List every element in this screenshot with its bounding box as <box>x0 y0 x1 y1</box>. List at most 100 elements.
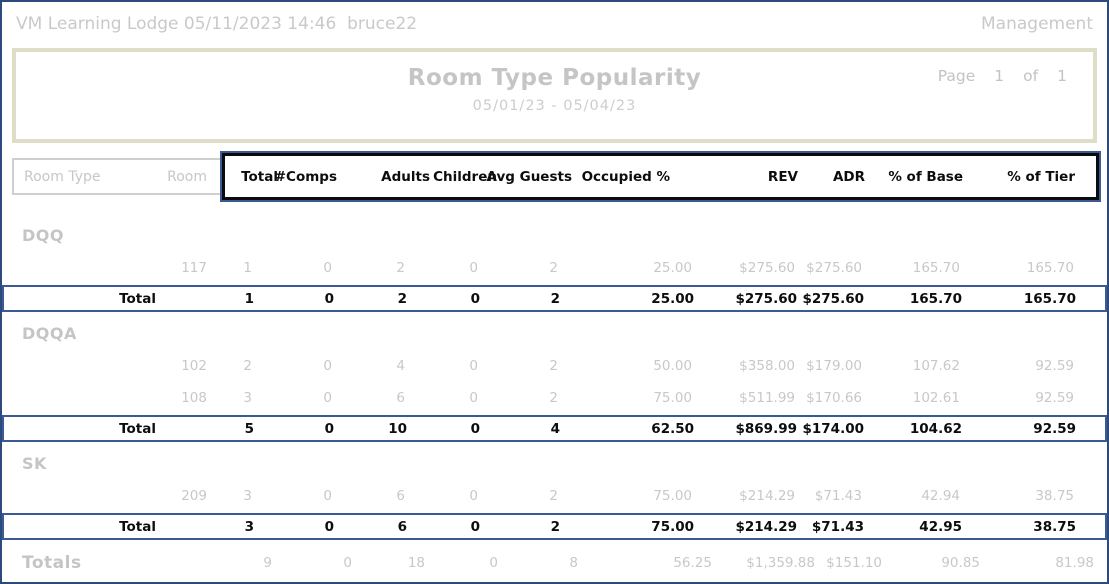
cell-total-value: 0 <box>324 290 334 307</box>
cell-total-value: $275.60 <box>802 290 865 307</box>
cell-grand-total-value: 90.85 <box>941 555 980 571</box>
column-header-occupied-pct: Occupied % <box>581 168 670 185</box>
column-header-comps: #Comps <box>274 168 337 185</box>
cell-total-value: 25.00 <box>651 290 694 307</box>
group-total-row: Total 5 0 10 0 4 62.50 $869.99 $174.00 104.62 92.5… <box>2 415 1107 442</box>
cell-value: 3 <box>243 488 252 504</box>
cell-value: 4 <box>396 358 405 374</box>
column-header-adr: ADR <box>832 168 865 185</box>
cell-value: 2 <box>549 390 558 406</box>
room-detail-row: 108 3 0 6 0 2 75.00 $511.99 $170.66 102.61 92.59 <box>2 386 1107 410</box>
cell-total-value: 75.00 <box>651 518 694 535</box>
cell-room-number: 117 <box>181 260 207 276</box>
property-and-user-info: VM Learning Lodge 05/11/2023 14:46 bruce… <box>16 14 418 34</box>
cell-value: 165.70 <box>1026 260 1074 276</box>
report-title-box: Page 1 of 1 Room Type Popularity 05/01/2… <box>12 48 1097 143</box>
cell-value: 42.94 <box>921 488 960 504</box>
cell-total-value: 0 <box>470 518 480 535</box>
cell-room-number: 102 <box>181 358 207 374</box>
cell-value: 0 <box>469 390 478 406</box>
cell-room-number: 108 <box>181 390 207 406</box>
room-detail-row: 117 1 0 2 0 2 25.00 $275.60 $275.60 165.70 165.70 <box>2 256 1107 280</box>
report-date-range: 05/01/23 - 05/04/23 <box>472 98 637 114</box>
total-label: Total <box>119 420 156 437</box>
page-label: Page <box>937 67 976 85</box>
cell-total-value: 165.70 <box>1023 290 1076 307</box>
cell-value: 107.62 <box>912 358 960 374</box>
cell-total-value: $214.29 <box>735 518 798 535</box>
cell-total-value: 10 <box>388 420 407 437</box>
report-title: Room Type Popularity <box>407 65 702 91</box>
cell-total-value: 2 <box>397 290 407 307</box>
cell-grand-total-value: 56.25 <box>673 555 712 571</box>
cell-value: $170.66 <box>806 390 862 406</box>
page-of-label: of <box>1023 67 1039 85</box>
metrics-header-box: Total #Comps Adults Children Avg Guests … <box>220 151 1101 202</box>
total-label: Total <box>119 518 156 535</box>
page-total: 1 <box>1057 67 1067 85</box>
table-body: DQQ 117 1 0 2 0 2 25.00 $275.60 $275.60 165.70 165.… <box>2 200 1107 582</box>
cell-total-value: 0 <box>470 420 480 437</box>
column-header-room: Room <box>167 168 207 185</box>
room-type-group-label: DQQ <box>2 222 1107 248</box>
cell-value: 2 <box>396 260 405 276</box>
top-header-bar: VM Learning Lodge 05/11/2023 14:46 bruce… <box>2 2 1107 46</box>
group-name: SK <box>22 453 47 473</box>
cell-grand-total-value: 18 <box>407 555 425 571</box>
cell-room-number: 209 <box>181 488 207 504</box>
cell-total-value: 0 <box>324 420 334 437</box>
cell-total-value: 92.59 <box>1033 420 1076 437</box>
cell-value: 3 <box>243 390 252 406</box>
cell-value: $71.43 <box>814 488 862 504</box>
cell-total-value: 2 <box>550 290 560 307</box>
column-header-rev: REV <box>767 168 798 185</box>
cell-total-value: 104.62 <box>909 420 962 437</box>
cell-value: $275.60 <box>806 260 862 276</box>
cell-value: 165.70 <box>912 260 960 276</box>
table-header-row: Room Type Room Total #Comps Adults Child… <box>2 151 1107 202</box>
cell-total-value: $174.00 <box>802 420 865 437</box>
cell-grand-total-value: 81.98 <box>1055 555 1094 571</box>
cell-value: 25.00 <box>653 260 692 276</box>
grand-total-row: Totals 9 0 18 0 8 56.25 $1,359.88 $151.10 90.85 81… <box>2 544 1107 582</box>
cell-value: 0 <box>323 488 332 504</box>
cell-value: 75.00 <box>653 488 692 504</box>
cell-value: 0 <box>469 260 478 276</box>
cell-grand-total-value: $151.10 <box>826 555 882 571</box>
cell-grand-total-value: 8 <box>569 555 578 571</box>
cell-value: 2 <box>549 260 558 276</box>
total-label: Total <box>119 290 156 307</box>
cell-grand-total-value: $1,359.88 <box>746 555 815 571</box>
cell-total-value: 4 <box>550 420 560 437</box>
cell-value: 0 <box>323 390 332 406</box>
room-detail-row: 102 2 0 4 0 2 50.00 $358.00 $179.00 107.62 92.59 <box>2 354 1107 378</box>
cell-total-value: 0 <box>470 290 480 307</box>
cell-value: $358.00 <box>739 358 795 374</box>
cell-value: 2 <box>549 488 558 504</box>
cell-value: 102.61 <box>912 390 960 406</box>
room-detail-row: 209 3 0 6 0 2 75.00 $214.29 $71.43 42.94 38.75 <box>2 484 1107 508</box>
cell-grand-total-value: 0 <box>489 555 498 571</box>
column-header-adults: Adults <box>381 168 430 185</box>
cell-total-value: 42.95 <box>919 518 962 535</box>
column-header-total: Total <box>241 168 278 185</box>
column-header-children: Children <box>433 168 497 185</box>
cell-value: $511.99 <box>739 390 795 406</box>
group-name: DQQ <box>22 225 64 245</box>
group-total-row: Total 1 0 2 0 2 25.00 $275.60 $275.60 165.70 165.7… <box>2 285 1107 312</box>
cell-value: 1 <box>243 260 252 276</box>
page-number: 1 <box>994 67 1005 85</box>
page-indicator: Page 1 of 1 <box>938 67 1067 85</box>
cell-value: 75.00 <box>653 390 692 406</box>
cell-grand-total-value: 9 <box>263 555 272 571</box>
column-header-pct-of-tier: % of Tier <box>1007 168 1075 185</box>
column-header-avg-guests: Avg Guests <box>486 168 572 185</box>
cell-value: 2 <box>549 358 558 374</box>
cell-total-value: 6 <box>397 518 407 535</box>
cell-total-value: 38.75 <box>1033 518 1076 535</box>
cell-value: 0 <box>469 358 478 374</box>
cell-total-value: $275.60 <box>735 290 798 307</box>
report-category-label: Management <box>981 14 1093 34</box>
cell-value: 0 <box>323 260 332 276</box>
